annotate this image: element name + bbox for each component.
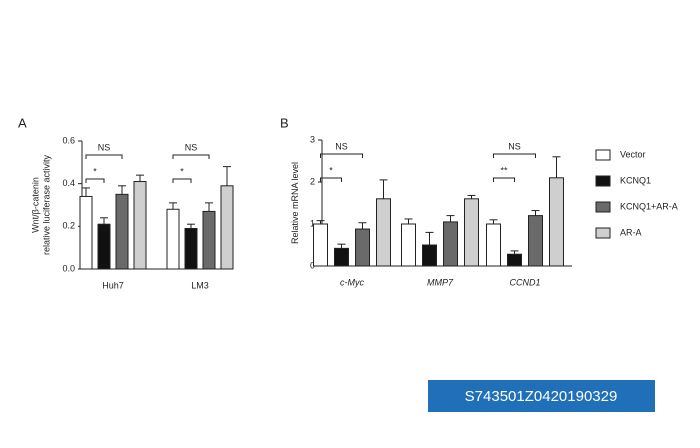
footer-box — [428, 380, 655, 412]
bar — [355, 228, 370, 267]
error-bar — [118, 185, 126, 195]
error-bar — [223, 166, 231, 186]
error-bar — [337, 243, 346, 249]
error-bar — [205, 202, 213, 212]
error-bar — [446, 215, 455, 222]
bar — [528, 215, 543, 267]
bar — [133, 181, 147, 270]
significance-bracket — [493, 153, 536, 158]
error-bar — [467, 194, 476, 199]
error-bar — [100, 217, 108, 225]
y-tick-label: 2 — [310, 176, 315, 186]
error-bar — [552, 156, 561, 178]
error-bar — [316, 220, 325, 224]
significance-label: NS — [185, 142, 198, 152]
significance-bracket — [85, 154, 123, 159]
bar — [486, 223, 501, 267]
panel-label: B — [280, 115, 289, 130]
bar — [443, 221, 458, 267]
legend-swatch — [595, 227, 611, 239]
legend-swatch — [595, 175, 611, 187]
x-tick-label: CCND1 — [509, 277, 540, 287]
y-axis-label: Wnt/β-cateninrelative luciferase activit… — [31, 154, 52, 255]
error-bar — [489, 219, 498, 224]
error-bar — [404, 218, 413, 224]
y-tick-label: 0.4 — [62, 178, 75, 188]
error-bar — [531, 210, 540, 216]
x-tick-label: c-Myc — [340, 277, 364, 287]
error-bar — [136, 174, 144, 182]
significance-label: NS — [335, 141, 348, 151]
legend-label: KCNQ1 — [620, 175, 651, 185]
legend-label: AR-A — [620, 227, 642, 237]
significance-bracket — [172, 154, 210, 159]
error-bar — [510, 250, 519, 255]
significance-label: * — [329, 165, 333, 175]
bar — [115, 193, 129, 270]
significance-label: NS — [508, 141, 521, 151]
legend-swatch — [595, 201, 611, 213]
panel-label: A — [18, 115, 27, 130]
error-bar — [379, 179, 388, 199]
error-bar — [358, 222, 367, 230]
significance-bracket — [493, 177, 515, 182]
significance-bracket — [172, 178, 192, 183]
y-tick-label: 0.2 — [62, 221, 75, 231]
y-axis-label-line: Wnt/β-catenin — [31, 177, 41, 233]
x-tick-label: Huh7 — [102, 280, 124, 290]
y-tick-label: 0.0 — [62, 263, 75, 273]
y-tick-label: 3 — [310, 134, 315, 144]
bar — [507, 253, 522, 267]
significance-label: ** — [500, 165, 508, 175]
bar — [464, 198, 479, 267]
bar — [401, 223, 416, 267]
legend-swatch — [595, 149, 611, 161]
bar — [97, 223, 111, 270]
bar — [220, 185, 234, 270]
significance-bracket — [85, 178, 105, 183]
footer-label: S743501Z0420190329 — [465, 388, 618, 405]
significance-label: * — [93, 166, 97, 176]
bar — [313, 223, 328, 267]
y-tick-label: 0.6 — [62, 135, 75, 145]
bar — [549, 177, 564, 267]
x-tick-label: LM3 — [191, 280, 209, 290]
bar — [376, 198, 391, 267]
significance-label: NS — [98, 142, 111, 152]
legend-label: KCNQ1+AR-A — [620, 201, 678, 211]
bar — [166, 208, 180, 270]
y-axis-label-line: relative luciferase activity — [42, 154, 52, 255]
bar — [184, 227, 198, 270]
significance-bracket — [320, 177, 342, 182]
y-tick-label: 1 — [310, 218, 315, 228]
bar — [202, 210, 216, 270]
error-bar — [82, 187, 90, 197]
bar — [422, 244, 437, 267]
y-axis-label-line: Relative mRNA level — [290, 162, 300, 244]
bar — [334, 247, 349, 267]
error-bar — [169, 202, 177, 210]
error-bar — [187, 223, 195, 229]
significance-label: * — [180, 166, 184, 176]
x-tick-label: MMP7 — [427, 277, 454, 287]
legend-label: Vector — [620, 149, 646, 159]
y-axis-label: Relative mRNA level — [290, 162, 300, 244]
y-tick-label: 0 — [310, 260, 315, 270]
significance-bracket — [320, 153, 363, 158]
error-bar — [425, 231, 434, 245]
bar — [79, 195, 93, 270]
